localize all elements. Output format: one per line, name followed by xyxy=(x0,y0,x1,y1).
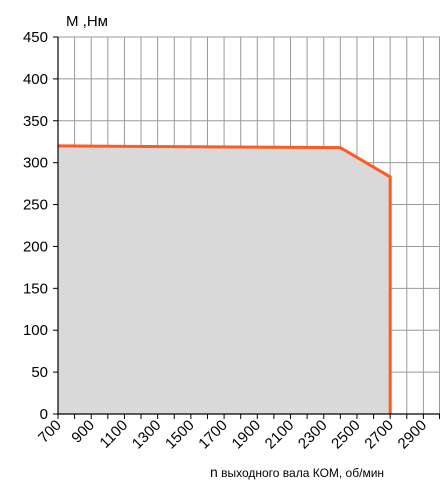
x-axis-title-text: выходного вала КОМ, об/мин xyxy=(218,466,384,480)
x-tick-label: 1100 xyxy=(96,417,131,452)
torque-curve-line xyxy=(57,144,392,414)
y-axis-title: M ,Нм xyxy=(66,13,108,30)
y-tick-label: 100 xyxy=(23,322,48,339)
y-tick-label: 200 xyxy=(23,238,48,255)
y-tick-label: 0 xyxy=(40,406,48,423)
x-tick-label: 900 xyxy=(68,417,98,447)
y-tick-label: 400 xyxy=(23,71,48,88)
x-tick-label: 1900 xyxy=(229,417,265,453)
y-tick-label: 300 xyxy=(23,155,48,172)
x-tick-label: 2700 xyxy=(361,417,397,453)
x-tick-label: 1300 xyxy=(129,417,165,453)
x-tick-label: 2900 xyxy=(395,417,431,453)
y-tick-label: 150 xyxy=(23,280,48,297)
x-tick-label: 2500 xyxy=(328,417,364,453)
x-tick-label: 2100 xyxy=(262,417,298,453)
x-tick-label: 2300 xyxy=(295,417,331,453)
x-axis-title-variable: n xyxy=(210,464,218,480)
y-tick-label: 350 xyxy=(23,113,48,130)
x-axis-title: n выходного вала КОМ, об/мин xyxy=(210,464,384,480)
axes xyxy=(53,36,440,419)
y-tick-label: 450 xyxy=(23,29,48,46)
torque-area-fill xyxy=(58,145,391,414)
y-tick-label: 50 xyxy=(31,364,48,381)
area-layer xyxy=(57,144,392,415)
x-tick-labels: 700 9001100130015001700190021002300250027… xyxy=(35,417,430,453)
x-tick-label: 1500 xyxy=(162,417,198,453)
y-tick-label: 250 xyxy=(23,197,48,214)
y-tick-labels: 0 50 100 150 200 250 300 350 400 450 xyxy=(23,29,48,423)
x-tick-label: 1700 xyxy=(195,417,231,453)
